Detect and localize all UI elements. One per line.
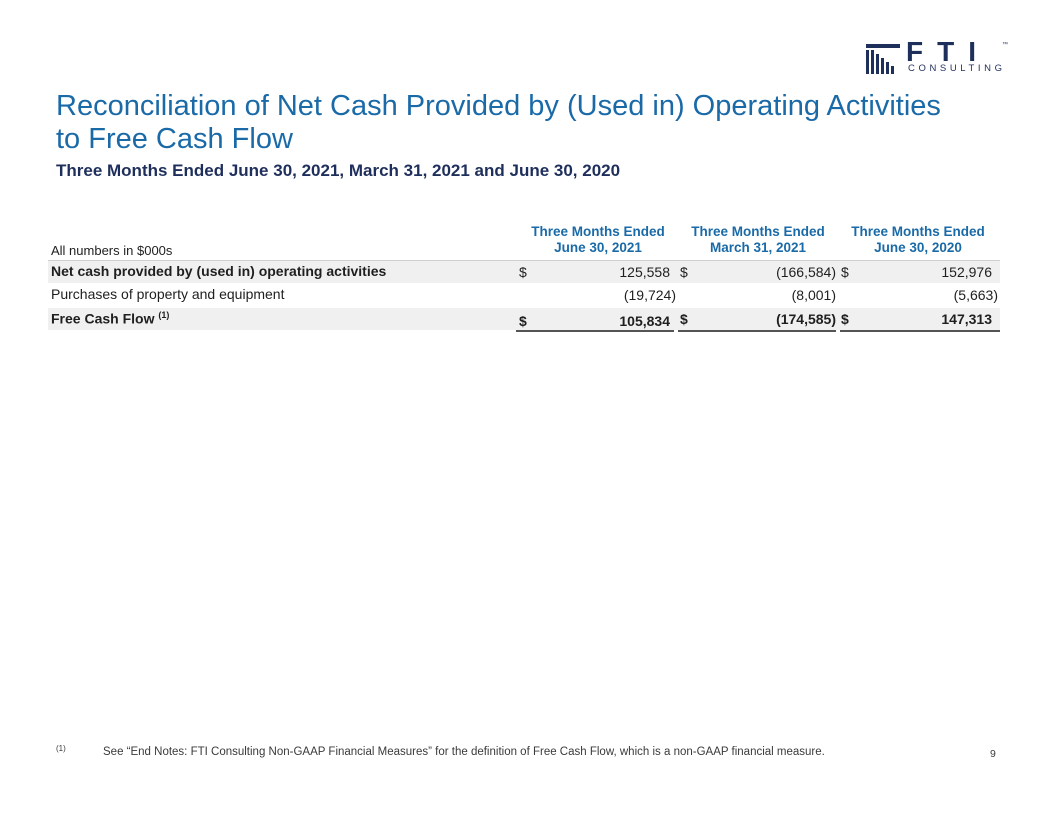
column-header-line2: June 30, 2021	[554, 240, 642, 255]
cell-value: 152,976	[941, 264, 992, 280]
currency-symbol: $	[680, 311, 688, 327]
column-header-q2-2021: Three Months Ended June 30, 2021	[518, 224, 678, 256]
logo-wordmark: FTI	[906, 36, 990, 67]
units-label: All numbers in $000s	[51, 243, 173, 258]
currency-symbol: $	[841, 264, 849, 280]
page-number: 9	[990, 748, 996, 760]
footnote-text: See “End Notes: FTI Consulting Non-GAAP …	[103, 746, 825, 758]
page-subtitle: Three Months Ended June 30, 2021, March …	[56, 161, 621, 180]
cell-value: 105,834	[619, 313, 670, 329]
building-columns-icon	[866, 44, 900, 74]
fti-consulting-logo: FTI ™ CONSULTING	[866, 38, 1008, 76]
column-header-line2: June 30, 2020	[874, 240, 962, 255]
currency-symbol: $	[519, 264, 527, 280]
total-rule-2	[678, 330, 836, 332]
table-row-net-cash: Net cash provided by (used in) operating…	[48, 260, 1000, 283]
table-row-capex: Purchases of property and equipment (19,…	[48, 284, 1000, 306]
cell-value: (19,724)	[623, 287, 676, 303]
currency-symbol: $	[841, 311, 849, 327]
row-label: Free Cash Flow (1)	[51, 310, 169, 327]
column-header-line2: March 31, 2021	[709, 240, 807, 255]
total-rule-3	[840, 330, 1000, 332]
currency-symbol: $	[680, 264, 688, 280]
footnote-marker: (1)	[56, 744, 66, 753]
cell-value: (8,001)	[791, 287, 836, 303]
cell-value: (5,663)	[953, 287, 998, 303]
currency-symbol: $	[519, 313, 527, 329]
row-label-text: Free Cash Flow	[51, 310, 155, 327]
logo-trademark: ™	[1002, 42, 1008, 48]
cell-value: (174,585)	[776, 311, 836, 327]
logo-subtext: CONSULTING	[908, 63, 1006, 74]
row-label: Purchases of property and equipment	[51, 286, 285, 302]
cell-value: 125,558	[619, 264, 670, 280]
column-header-line1: Three Months Ended	[691, 224, 825, 239]
cell-value: 147,313	[941, 311, 992, 327]
column-header-q1-2021: Three Months Ended March 31, 2021	[678, 224, 838, 256]
column-header-line1: Three Months Ended	[851, 224, 985, 239]
table-row-free-cash-flow: Free Cash Flow (1) $ 105,834 $ (174,585)…	[48, 308, 1000, 330]
total-rule-1	[516, 330, 674, 332]
page-title: Reconciliation of Net Cash Provided by (…	[56, 90, 941, 155]
row-label: Net cash provided by (used in) operating…	[51, 263, 387, 279]
footnote-ref: (1)	[158, 310, 170, 320]
cell-value: (166,584)	[776, 264, 836, 280]
column-header-line1: Three Months Ended	[531, 224, 665, 239]
column-header-q2-2020: Three Months Ended June 30, 2020	[838, 224, 998, 256]
